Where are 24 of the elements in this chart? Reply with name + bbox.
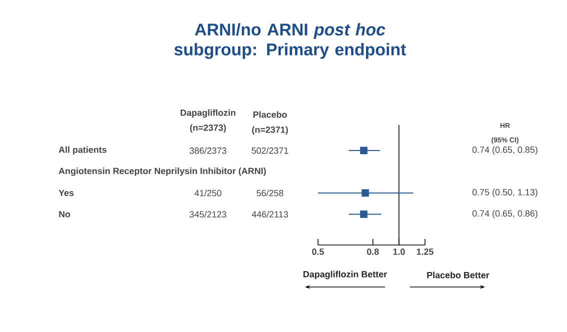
- x-tick-label: 0.8: [367, 248, 379, 255]
- text: (n=2371): [252, 126, 288, 135]
- text: Dapagliflozin Better: [304, 270, 387, 280]
- text: 56/258: [256, 190, 284, 196]
- text: 386/2373: [190, 147, 226, 154]
- x-tick-label: 0.5: [312, 248, 324, 255]
- text: 0.75 (0.50, 1.13): [472, 188, 538, 198]
- text: 345/2123: [190, 210, 226, 218]
- text: 0.74 (0.65, 0.85): [472, 146, 538, 155]
- y-tick-label: All patients: [58, 146, 106, 155]
- y-tick-label: Yes: [58, 190, 74, 196]
- x-tick-label: 1.0: [393, 248, 405, 255]
- y-tick-label: Angiotensin Receptor Neprilysin Inhibitor (ARNI): [58, 168, 266, 176]
- text: Placebo: [253, 111, 287, 118]
- chart-title: ARNI/no ARNI post hoc subgroup: Primary endpoint: [174, 23, 406, 59]
- x-tick-label: 1.25: [416, 248, 434, 255]
- text: 502/2371: [252, 147, 288, 154]
- text: Dapagliflozin: [180, 109, 236, 118]
- text: (n=2373): [190, 124, 226, 133]
- text: Placebo Better: [427, 272, 490, 278]
- text: 0.74 (0.65, 0.86): [472, 210, 538, 218]
- y-tick-label: No: [59, 211, 70, 218]
- text: 446/2113: [252, 210, 288, 218]
- text: 41/250: [194, 190, 222, 196]
